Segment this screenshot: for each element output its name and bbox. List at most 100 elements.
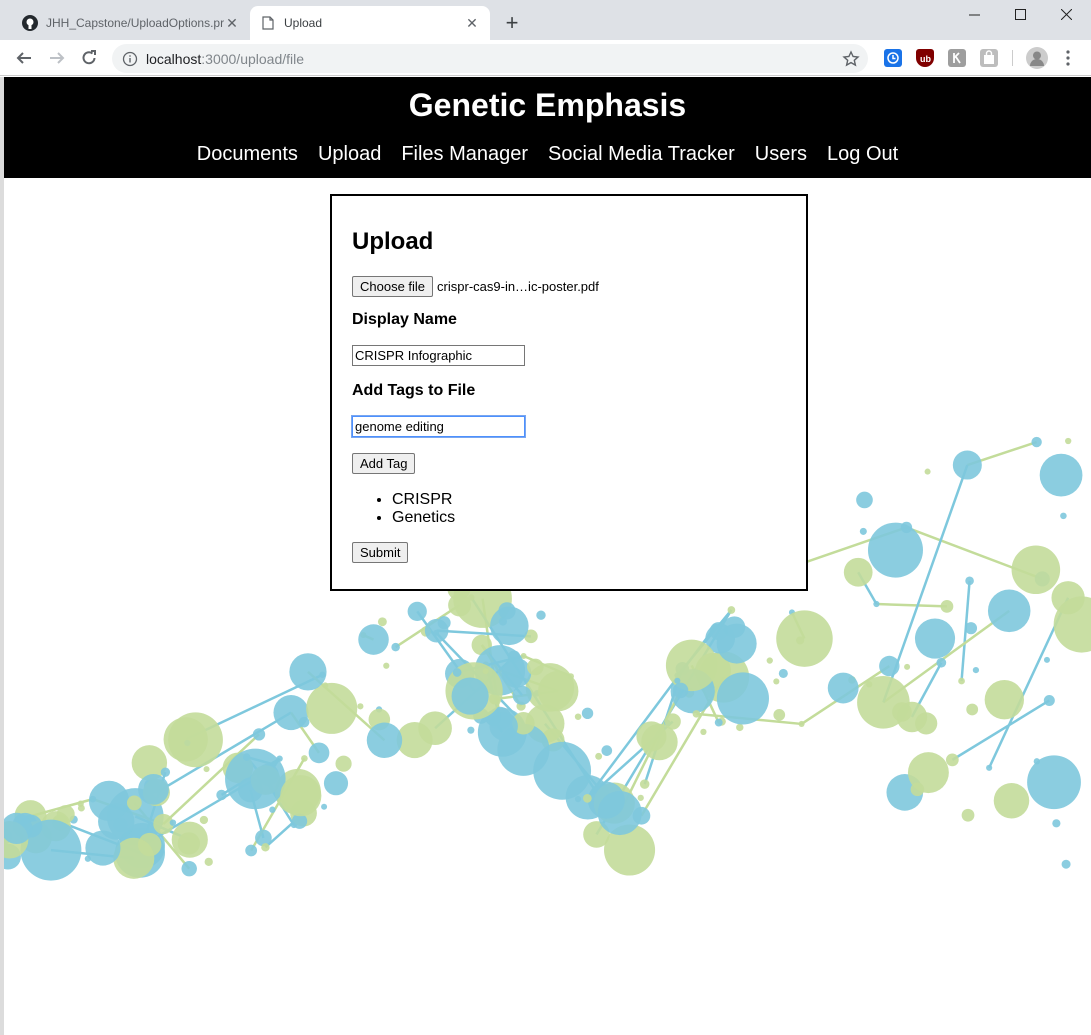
network-node <box>1043 694 1055 706</box>
network-node <box>520 652 527 659</box>
network-node <box>716 672 769 725</box>
network-node <box>56 805 75 824</box>
network-node <box>700 728 707 736</box>
github-icon <box>22 15 38 31</box>
tags-label: Add Tags to File <box>352 382 476 399</box>
close-icon[interactable]: ✕ <box>226 14 238 31</box>
network-node <box>225 748 286 810</box>
network-node <box>1039 453 1083 497</box>
tab-github[interactable]: JHH_Capstone/UploadOptions.pr ✕ <box>12 6 250 40</box>
network-node <box>1043 656 1050 663</box>
network-node <box>335 755 352 772</box>
profile-avatar-icon[interactable] <box>1026 47 1048 69</box>
maximize-icon[interactable] <box>997 0 1043 28</box>
bag-icon[interactable] <box>980 49 998 67</box>
new-tab-icon[interactable]: + <box>505 10 519 35</box>
minimize-icon[interactable] <box>951 0 997 28</box>
nav-files-manager[interactable]: Files Manager <box>401 143 529 165</box>
reload-icon[interactable] <box>77 46 101 70</box>
url-text: localhost:3000/upload/file <box>146 51 304 67</box>
tab-title: Upload <box>284 16 323 30</box>
network-node <box>512 685 532 705</box>
network-node <box>261 843 270 852</box>
submit-button[interactable]: Submit <box>352 542 409 563</box>
network-node <box>131 745 168 781</box>
network-node <box>321 803 328 810</box>
network-link <box>155 711 292 794</box>
site-header: Genetic Emphasis Documents Upload Files … <box>4 77 1091 178</box>
nav-log-out[interactable]: Log Out <box>827 143 899 165</box>
network-node <box>914 618 956 659</box>
display-name-label: Display Name <box>352 311 457 328</box>
network-node <box>448 593 471 617</box>
network-node <box>489 712 518 741</box>
network-node <box>674 677 681 684</box>
network-node <box>85 830 121 866</box>
nav-users[interactable]: Users <box>754 143 808 165</box>
network-node <box>672 682 689 699</box>
network-node <box>574 795 582 803</box>
network-node <box>567 673 574 680</box>
network-node <box>204 857 213 867</box>
bookmark-star-icon[interactable] <box>842 50 860 68</box>
network-node <box>298 716 310 728</box>
network-node <box>383 662 390 669</box>
network-node <box>924 468 931 475</box>
ublock-icon[interactable]: ub <box>916 49 934 67</box>
network-node <box>377 617 387 627</box>
network-node <box>639 779 650 789</box>
network-node <box>482 668 489 675</box>
network-node <box>306 682 358 734</box>
network-node <box>766 657 773 664</box>
nav-upload[interactable]: Upload <box>317 143 382 165</box>
nav-documents[interactable]: Documents <box>196 143 298 165</box>
network-node <box>308 742 330 764</box>
address-bar[interactable]: localhost:3000/upload/file <box>112 44 868 73</box>
menu-dots-icon[interactable] <box>1062 49 1074 67</box>
network-node <box>859 527 867 535</box>
tag-item: Genetics <box>392 509 455 527</box>
network-node <box>533 741 592 800</box>
network-node <box>601 745 613 756</box>
network-node <box>524 629 538 644</box>
network-node <box>4 812 33 845</box>
network-node <box>418 711 452 746</box>
network-node <box>357 703 364 710</box>
network-node <box>952 450 982 480</box>
tag-input[interactable] <box>351 415 526 438</box>
network-node <box>879 655 900 677</box>
add-tag-button[interactable]: Add Tag <box>352 453 416 474</box>
network-node <box>255 829 272 847</box>
network-node <box>581 707 594 720</box>
network-node <box>597 790 642 836</box>
network-node <box>966 703 979 716</box>
info-icon[interactable] <box>122 51 138 67</box>
site-title: Genetic Emphasis <box>408 87 687 123</box>
network-node <box>526 658 544 676</box>
network-node <box>843 557 873 587</box>
display-name-input[interactable] <box>352 345 525 366</box>
clock-icon[interactable] <box>884 49 902 67</box>
choose-file-button[interactable]: Choose file <box>352 276 434 297</box>
tab-upload[interactable]: Upload ✕ <box>250 6 490 40</box>
nav-social-media-tracker[interactable]: Social Media Tracker <box>548 143 735 165</box>
ext-icon[interactable] <box>948 49 966 67</box>
back-icon[interactable] <box>12 46 36 70</box>
form-heading: Upload <box>352 228 434 255</box>
dna-network-background <box>4 436 1091 881</box>
network-node <box>727 606 736 614</box>
network-node <box>714 718 723 727</box>
network-node <box>252 728 266 741</box>
close-window-icon[interactable] <box>1043 0 1089 28</box>
upload-form-card: Upload Choose file crispr-cas9-in…ic-pos… <box>330 194 808 591</box>
network-node <box>637 794 644 801</box>
network-node <box>1053 596 1091 653</box>
network-node <box>940 599 954 613</box>
forward-icon[interactable] <box>45 46 69 70</box>
selected-file-name: crispr-cas9-in…ic-poster.pdf <box>437 279 599 294</box>
close-icon[interactable]: ✕ <box>466 14 478 31</box>
browser-toolbar: localhost:3000/upload/file ub <box>0 40 1091 76</box>
svg-text:ub: ub <box>920 54 931 64</box>
network-node <box>972 666 980 674</box>
